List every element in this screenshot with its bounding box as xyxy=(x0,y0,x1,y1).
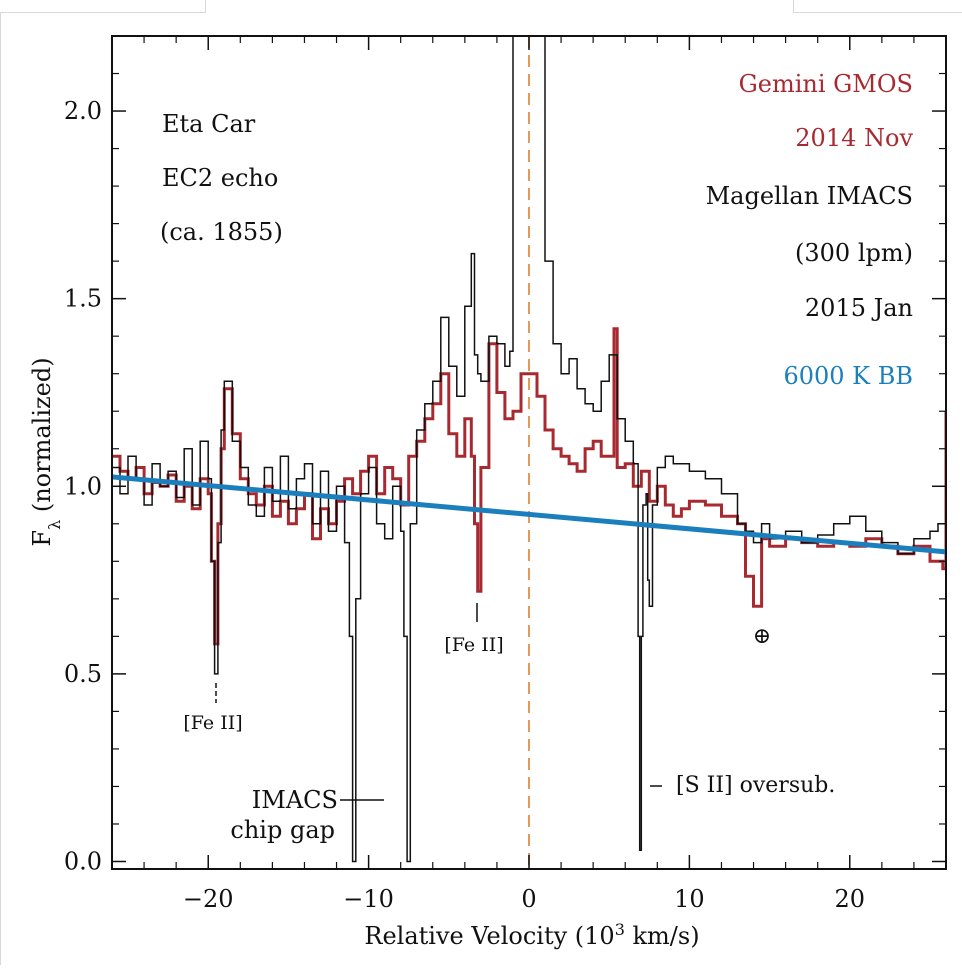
frame-border-top-left xyxy=(0,0,206,13)
y-axis-label: Fλ (normalized) xyxy=(28,357,64,546)
legend-entry-magellan: Magellan IMACS xyxy=(706,182,913,210)
y-tick-label: 0.0 xyxy=(64,847,102,875)
x-tick-label: 10 xyxy=(674,885,705,913)
legend-entry-gemini: Gemini GMOS xyxy=(739,70,913,98)
x-tick-label: −20 xyxy=(183,885,234,913)
chip-gap-label-line-1: IMACS xyxy=(252,786,338,814)
frame-border-left xyxy=(0,12,1,965)
y-tick-label: 2.0 xyxy=(64,97,102,125)
legend-entry-blackbody: 6000 K BB xyxy=(783,362,913,390)
object-label-line-2: EC2 echo xyxy=(162,164,278,192)
magellan-imacs-spectrum-line xyxy=(112,36,946,863)
fe2-mid-label: [Fe II] xyxy=(444,634,503,656)
x-tick-label: 0 xyxy=(521,885,536,913)
telluric-symbol: ⊕ xyxy=(753,624,771,649)
blackbody-6000k-line xyxy=(112,474,946,555)
fe2-left-label: [Fe II] xyxy=(183,712,242,734)
legend-entry-magellan-date: 2015 Jan xyxy=(805,294,913,322)
object-label-line-3: (ca. 1855) xyxy=(160,218,283,246)
chip-gap-label-line-2: chip gap xyxy=(230,816,335,844)
frame-border-top-right xyxy=(793,0,962,13)
s2-label: [S II] oversub. xyxy=(676,773,835,798)
y-tick-label: 0.5 xyxy=(64,660,102,688)
y-tick-label: 1.5 xyxy=(64,285,102,313)
legend-entry-magellan-grating: (300 lpm) xyxy=(795,239,913,267)
x-axis-label: Relative Velocity (103 km/s) xyxy=(364,920,699,951)
legend-entry-gemini-date: 2014 Nov xyxy=(795,124,913,152)
x-tick-label: −10 xyxy=(343,885,394,913)
x-tick-label: 20 xyxy=(834,885,865,913)
object-label-line-1: Eta Car xyxy=(162,110,256,138)
y-tick-label: 1.0 xyxy=(64,472,102,500)
plot-frame xyxy=(111,35,947,870)
